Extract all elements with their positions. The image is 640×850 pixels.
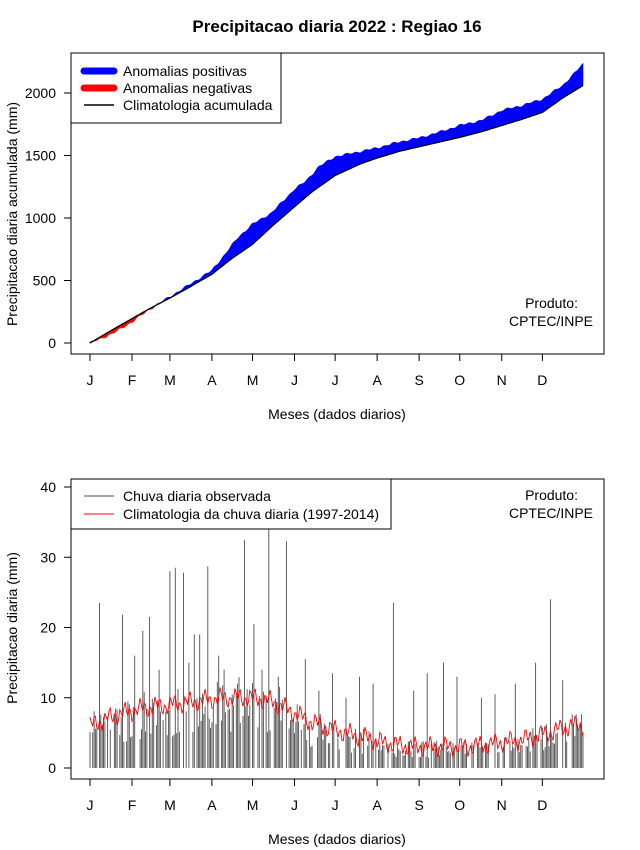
bottom-legend-box [70,478,392,530]
legend-label-observed: Chuva diaria observada [123,488,271,504]
legend-label-positive: Anomalias positivas [123,63,247,79]
top-y-tick-label: 1000 [25,210,56,226]
bottom-y-tick-label: 0 [48,760,56,776]
bottom-product-source: CPTEC/INPE [509,505,593,521]
bottom-x-tick-label: A [207,797,217,813]
top-y-tick-label: 2000 [25,85,56,101]
top-x-tick-label: J [332,372,339,388]
top-x-tick-label: A [372,372,382,388]
bottom-y-tick-label: 30 [40,549,56,565]
legend-label-clim: Climatologia da chuva diaria (1997-2014) [123,506,379,522]
top-x-tick-label: D [537,372,547,388]
bottom-y-tick-label: 20 [40,620,56,636]
top-y-axis: 0 500 1000 1500 2000 [25,85,72,351]
daily-climatology-line [89,687,584,759]
bottom-y-axis: 0 10 20 30 40 [40,479,72,776]
top-x-tick-label: O [454,372,465,388]
daily-panel: 0 10 20 30 40 J F M A M J J A S O N D Precipitacao diar… [4,478,605,847]
accumulated-panel: 0 500 1000 1500 2000 J F M A M J J A S O N D Precipitac… [4,52,605,422]
bottom-product-label: Produto: [525,487,578,503]
bottom-legend: Chuva diaria observada Climatologia da c… [70,478,392,530]
top-y-tick-label: 1500 [25,148,56,164]
legend-label-climatology: Climatologia acumulada [123,97,273,113]
top-product-source: CPTEC/INPE [509,313,593,329]
bottom-x-tick-label: D [537,797,547,813]
top-y-tick-label: 500 [33,273,57,289]
bottom-x-tick-label: F [128,797,137,813]
legend-label-negative: Anomalias negativas [123,80,252,96]
daily-climatology [89,687,584,759]
top-legend: Anomalias positivas Anomalias negativas … [70,52,282,124]
top-y-tick-label: 0 [48,335,56,351]
bottom-y-axis-label: Precipitacao diaria (mm) [4,552,20,704]
climatology-line [89,84,584,344]
top-x-tick-label: F [128,372,137,388]
bottom-x-tick-label: S [414,797,423,813]
chart-title: Precipitacao diaria 2022 : Regiao 16 [192,17,481,36]
top-x-tick-label: J [291,372,298,388]
bottom-x-tick-label: M [247,797,259,813]
top-x-tick-label: S [414,372,423,388]
bottom-x-tick-label: O [454,797,465,813]
top-x-tick-label: J [87,372,94,388]
top-x-tick-label: N [497,372,507,388]
bottom-x-tick-label: N [497,797,507,813]
bottom-y-tick-label: 10 [40,690,56,706]
top-product-label: Produto: [525,295,578,311]
top-y-axis-label: Precipitacao diaria acumulada (mm) [4,102,20,326]
bottom-x-axis-label: Meses (dados diarios) [268,831,406,847]
bottom-y-tick-label: 40 [40,479,56,495]
top-x-tick-label: A [207,372,217,388]
bottom-x-tick-label: J [291,797,298,813]
anomaly-areas [89,62,584,344]
bottom-x-tick-label: M [164,797,176,813]
bottom-x-tick-label: J [332,797,339,813]
top-x-tick-label: M [247,372,259,388]
bottom-x-tick-label: J [87,797,94,813]
top-x-tick-label: M [164,372,176,388]
top-x-axis-label: Meses (dados diarios) [268,406,406,422]
bottom-x-tick-label: A [372,797,382,813]
